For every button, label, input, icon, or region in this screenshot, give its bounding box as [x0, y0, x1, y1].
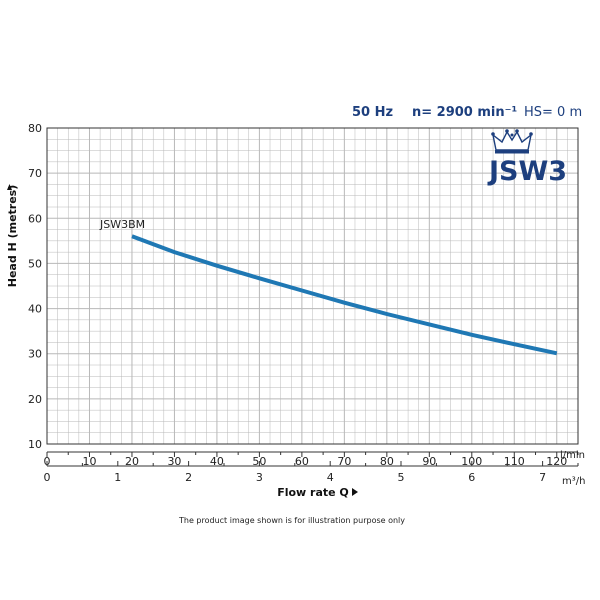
x-tick-label: 30 — [167, 455, 181, 468]
y-tick-label: 50 — [28, 257, 42, 270]
x2-tick-label: 3 — [256, 471, 263, 484]
y-tick-label: 20 — [28, 393, 42, 406]
x-tick-label: 110 — [504, 455, 525, 468]
x-tick-label: 40 — [210, 455, 224, 468]
x2-tick-label: 5 — [398, 471, 405, 484]
y-tick-label: 10 — [28, 438, 42, 451]
y-tick-label: 30 — [28, 348, 42, 361]
x2-tick-label: 7 — [539, 471, 546, 484]
x-tick-label: 70 — [337, 455, 351, 468]
y-axis-label: Head H (metres) — [6, 185, 19, 288]
x2-axis-ticks: 0 1 2 3 4 5 6 7 — [44, 461, 579, 484]
frequency-label: 50 Hz — [352, 105, 393, 120]
series-label: JSW3BM — [99, 218, 145, 231]
y-tick-label: 60 — [28, 212, 42, 225]
x-tick-label: 90 — [422, 455, 436, 468]
x-axis-unit: l/min — [560, 450, 585, 461]
speed-label: n= 2900 min⁻¹ — [412, 105, 517, 120]
x-axis-label: Flow rate Q — [277, 486, 349, 499]
y-axis-label-group: Head H (metres) — [6, 185, 19, 288]
crown-icon — [491, 129, 533, 154]
x-tick-label: 60 — [295, 455, 309, 468]
footer-note: The product image shown is for illustrat… — [178, 516, 405, 525]
y-axis-ticks: 10 20 30 40 50 60 70 80 — [28, 122, 42, 451]
plot-frame — [46, 127, 579, 445]
y-tick-label: 80 — [28, 122, 42, 135]
x-axis-arrow-icon — [352, 488, 358, 496]
x2-tick-label: 1 — [114, 471, 121, 484]
series-layer — [131, 234, 558, 356]
x-tick-label: 10 — [82, 455, 96, 468]
y-tick-label: 40 — [28, 303, 42, 316]
series-line — [131, 234, 558, 356]
x-tick-label: 80 — [380, 455, 394, 468]
x-tick-label: 120 — [546, 455, 567, 468]
y-axis-arrow-icon — [7, 184, 12, 190]
y-tick-label: 70 — [28, 167, 42, 180]
suction-head-label: HS= 0 m — [524, 105, 582, 120]
model-logo: JSW3 — [487, 156, 567, 187]
x2-tick-label: 0 — [44, 471, 51, 484]
x2-tick-label: 6 — [468, 471, 475, 484]
x2-tick-label: 4 — [327, 471, 334, 484]
x-tick-label: 20 — [125, 455, 139, 468]
x2-tick-label: 2 — [185, 471, 192, 484]
x2-axis-unit: m³/h — [562, 476, 585, 487]
